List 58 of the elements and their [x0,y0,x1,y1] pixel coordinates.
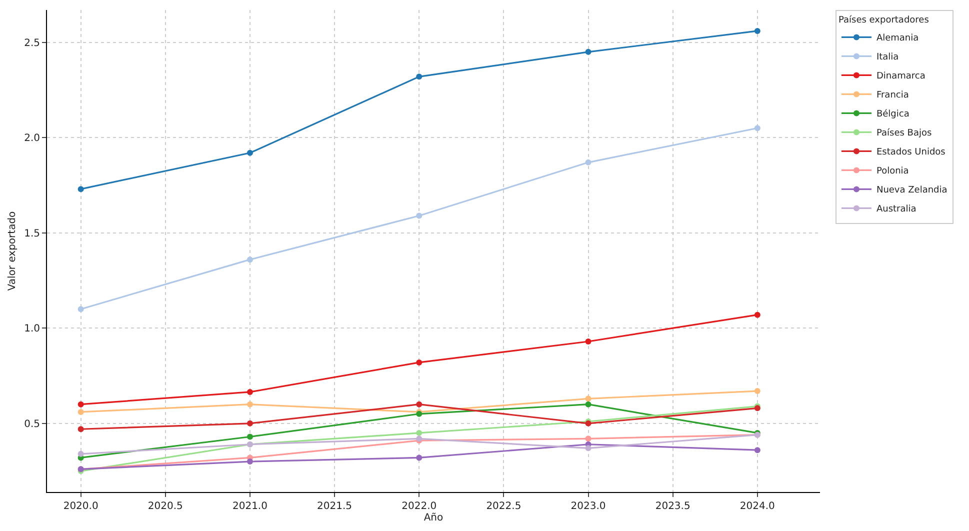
legend-title: Países exportadores [838,14,930,26]
point [754,125,760,132]
point [416,74,422,80]
point [754,447,760,454]
point [78,450,84,457]
point [585,401,592,408]
legend-label: Francia [876,90,909,101]
point [246,150,253,156]
x-axis-title: Año [424,512,444,524]
point [246,256,253,263]
x-tick-label: 2022.5 [486,501,522,512]
point [416,212,422,219]
point [754,312,760,318]
point [585,48,592,55]
x-tick-label: 2024.0 [740,501,775,512]
point [78,186,84,192]
x-tick-label: 2021.5 [317,501,352,512]
point [416,430,422,436]
point [246,388,253,395]
point [246,458,253,465]
legend-label: Bélgica [876,108,910,120]
x-tick-label: 2022.0 [402,501,437,512]
point [416,454,422,461]
y-tick-label: 2.5 [24,38,40,49]
legend-label: Australia [876,204,916,215]
point [78,408,84,415]
y-tick-label: 2.0 [24,133,40,144]
y-axis-title: Valor exportado [7,211,18,291]
point [754,28,760,34]
point [416,359,422,366]
legend-label: Estados Unidos [876,148,946,158]
point [585,159,592,166]
x-tick-label: 2021.0 [232,501,268,512]
point [246,434,253,440]
point [246,401,253,408]
point [78,426,84,432]
point [585,436,592,442]
x-tick-label: 2023.0 [570,501,606,512]
y-tick-label: 1.5 [24,228,40,240]
legend-label: Alemania [876,34,919,44]
legend-label: Dinamarca [876,72,926,82]
y-tick-label: 0.5 [24,418,40,430]
point [585,338,592,344]
point [78,401,84,408]
point [585,396,592,402]
y-tick-label: 1.0 [24,324,40,335]
point [585,445,592,452]
x-tick-label: 2020.0 [63,501,98,512]
x-tick-label: 2023.5 [655,501,690,512]
legend-label: Polonia [876,166,909,177]
point [78,306,84,312]
legend-label: Nueva Zelandia [876,186,948,196]
point [754,388,760,394]
point [416,401,422,408]
point [246,420,253,426]
x-tick-label: 2020.5 [148,501,183,512]
legend-label: Italia [876,52,899,63]
legend-label: Países Bajos [876,128,932,139]
